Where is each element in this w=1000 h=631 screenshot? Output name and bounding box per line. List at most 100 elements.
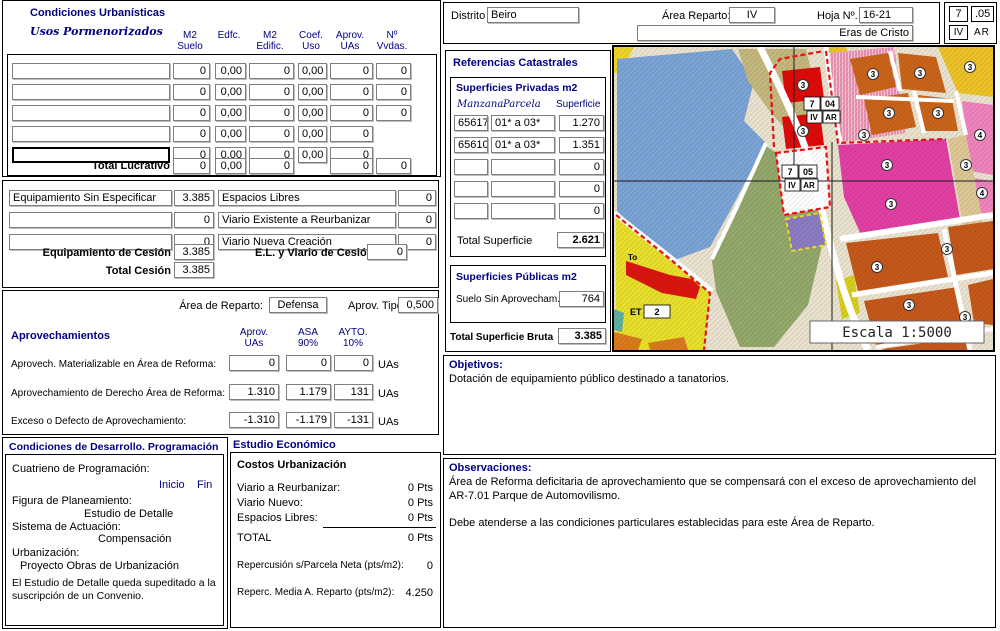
uso-m2suelo[interactable]: 0 <box>173 126 210 142</box>
total-m2suelo[interactable]: 0 <box>173 158 210 174</box>
uso-name-field[interactable] <box>12 126 170 142</box>
el-viario-cesion-val[interactable]: 0 <box>367 244 407 260</box>
economico-title: Estudio Económico <box>233 439 336 451</box>
uso-edfc[interactable]: 0,00 <box>215 63 246 79</box>
urbanizacion-label: Urbanización: <box>12 547 80 559</box>
parcela-field[interactable]: 01* a 03* <box>491 137 555 153</box>
total-aprov[interactable]: 0 <box>330 158 373 174</box>
svg-text:3: 3 <box>907 301 912 310</box>
cesion-right-name[interactable]: Viario Nueva Creación <box>218 234 396 250</box>
uso-name-field[interactable] <box>12 84 170 100</box>
manzana-field[interactable]: 65617 <box>454 115 488 131</box>
uso-m2suelo[interactable]: 0 <box>173 63 210 79</box>
superficie-field[interactable]: 1.351 <box>559 137 604 153</box>
area-reparto-field[interactable]: IV <box>729 7 775 23</box>
svg-text:3: 3 <box>887 109 892 118</box>
cesion-left-val[interactable]: 0 <box>174 212 214 228</box>
aprov-v3[interactable]: -131 <box>334 412 373 428</box>
total-vvdas[interactable]: 0 <box>376 158 411 174</box>
uso-aprov[interactable]: 0 <box>330 105 373 121</box>
aprov-v1[interactable]: -1.310 <box>229 412 279 428</box>
uso-aprov[interactable]: 0 <box>330 126 373 142</box>
superficie-field[interactable]: 0 <box>559 203 604 219</box>
uso-coef[interactable]: 0,00 <box>298 126 327 142</box>
uso-coef[interactable]: 0,00 <box>298 147 327 163</box>
uso-m2edific[interactable]: 0 <box>249 84 294 100</box>
aprov-unit: UAs <box>378 359 399 371</box>
superficie-field[interactable]: 1.270 <box>559 115 604 131</box>
total-value: 0 Pts <box>407 532 433 544</box>
repercusion-label: Repercusión s/Parcela Neta (pts/m2): <box>237 560 404 571</box>
hoja-field[interactable]: 16-21 <box>859 7 913 23</box>
uso-vvdas[interactable]: 0 <box>376 63 411 79</box>
nombre-ar-field[interactable]: Eras de Cristo <box>637 25 913 41</box>
publicas-title: Superficies Públicas m2 <box>456 271 577 283</box>
cesion-right-val[interactable]: 0 <box>398 190 436 206</box>
parcela-field[interactable] <box>491 181 555 197</box>
observaciones-p2: Debe atenderse a las condiciones particu… <box>449 517 875 529</box>
total-superficie-field[interactable]: 2.621 <box>557 232 604 248</box>
code-corner-box: 7 .05 IV AR <box>944 2 997 44</box>
cesion-right-val[interactable]: 0 <box>398 212 436 228</box>
costo-value: 0 Pts <box>407 482 433 494</box>
col-header-asa-90: ASA 90% <box>297 327 319 349</box>
svg-text:4: 4 <box>980 189 985 198</box>
uso-m2edific[interactable]: 0 <box>249 63 294 79</box>
uso-aprov[interactable]: 0 <box>330 84 373 100</box>
uso-name-field[interactable] <box>12 63 170 79</box>
superficie-field[interactable]: 0 <box>559 159 604 175</box>
cesion-right-name[interactable]: Viario Existente a Reurbanizar <box>218 212 396 228</box>
uso-vvdas[interactable]: 0 <box>376 84 411 100</box>
uso-vvdas[interactable]: 0 <box>376 105 411 121</box>
manzana-field[interactable] <box>454 181 488 197</box>
total-m2edific[interactable]: 0 <box>249 158 294 174</box>
total-cesion-val[interactable]: 3.385 <box>174 262 214 278</box>
uso-edfc[interactable]: 0,00 <box>215 84 246 100</box>
aprov-v2[interactable]: 1.179 <box>286 384 331 400</box>
uso-coef[interactable]: 0,00 <box>298 84 327 100</box>
aprov-v2[interactable]: -1.179 <box>286 412 331 428</box>
uso-m2suelo[interactable]: 0 <box>173 84 210 100</box>
uso-edfc[interactable]: 0,00 <box>215 126 246 142</box>
aprov-v3[interactable]: 131 <box>334 384 373 400</box>
manzana-field[interactable]: 65610 <box>454 137 488 153</box>
uso-m2edific[interactable]: 0 <box>249 105 294 121</box>
uso-m2suelo[interactable]: 0 <box>173 105 210 121</box>
uso-m2edific[interactable]: 0 <box>249 126 294 142</box>
uso-coef[interactable]: 0,00 <box>298 105 327 121</box>
uso-coef[interactable]: 0,00 <box>298 63 327 79</box>
parcela-field[interactable]: 01* a 03* <box>491 115 555 131</box>
aprov-v2[interactable]: 0 <box>286 355 331 371</box>
objetivos-text: Dotación de equipamiento público destina… <box>449 373 730 385</box>
aprov-tipo-field[interactable]: 0,500 <box>398 297 438 313</box>
uso-aprov[interactable]: 0 <box>330 63 373 79</box>
aprov-v1[interactable]: 1.310 <box>229 384 279 400</box>
area-reparto-field[interactable]: Defensa <box>269 297 327 313</box>
parcela-field[interactable] <box>491 159 555 175</box>
total-edfc[interactable]: 0,00 <box>215 158 246 174</box>
superficie-field[interactable]: 0 <box>559 181 604 197</box>
hoja-label: Hoja Nº. <box>817 10 858 22</box>
manzana-field[interactable] <box>454 159 488 175</box>
total-bruta-field[interactable]: 3.385 <box>558 328 606 344</box>
usos-table: 0 0,00 0 0,00 0 0 0 0,00 0 0,00 0 0 0 0,… <box>7 54 437 176</box>
uso-name-field-selected[interactable] <box>12 147 170 163</box>
cesion-left-name[interactable] <box>9 234 172 250</box>
svg-text:AR: AR <box>825 113 837 122</box>
equip-cesion-val[interactable]: 3.385 <box>174 244 214 260</box>
cesion-left-name[interactable]: Equipamiento Sin Especificar <box>9 190 172 206</box>
col-header-aprov-uas: Aprov. UAs <box>335 30 365 52</box>
uso-edfc[interactable]: 0,00 <box>215 105 246 121</box>
manzana-field[interactable] <box>454 203 488 219</box>
cesion-left-val[interactable]: 3.385 <box>174 190 214 206</box>
cesion-left-name[interactable] <box>9 212 172 228</box>
aprov-v3[interactable]: 0 <box>334 355 373 371</box>
distrito-field[interactable]: Beiro <box>487 7 579 23</box>
parcela-field[interactable] <box>491 203 555 219</box>
aprov-v1[interactable]: 0 <box>229 355 279 371</box>
aprov-unit: UAs <box>378 416 399 428</box>
uso-name-field[interactable] <box>12 105 170 121</box>
cesion-right-val[interactable]: 0 <box>398 234 436 250</box>
cesion-right-name[interactable]: Espacios Libres <box>218 190 396 206</box>
suelo-sin-field[interactable]: 764 <box>559 291 604 307</box>
